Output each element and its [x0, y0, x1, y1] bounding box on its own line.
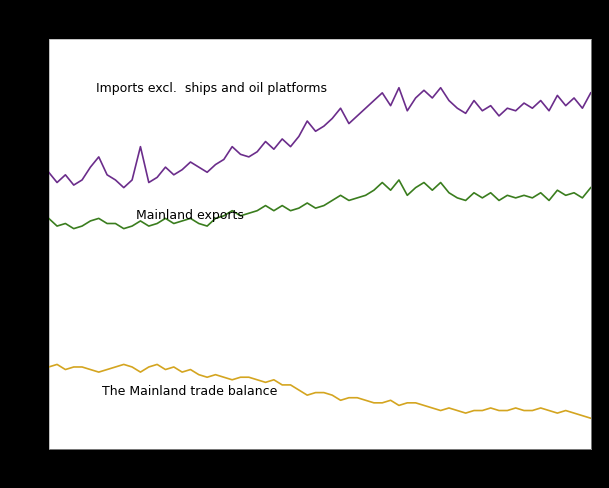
Text: The Mainland trade balance: The Mainland trade balance	[102, 385, 277, 398]
Text: Imports excl.  ships and oil platforms: Imports excl. ships and oil platforms	[96, 81, 327, 95]
Text: Mainland exports: Mainland exports	[136, 209, 244, 222]
